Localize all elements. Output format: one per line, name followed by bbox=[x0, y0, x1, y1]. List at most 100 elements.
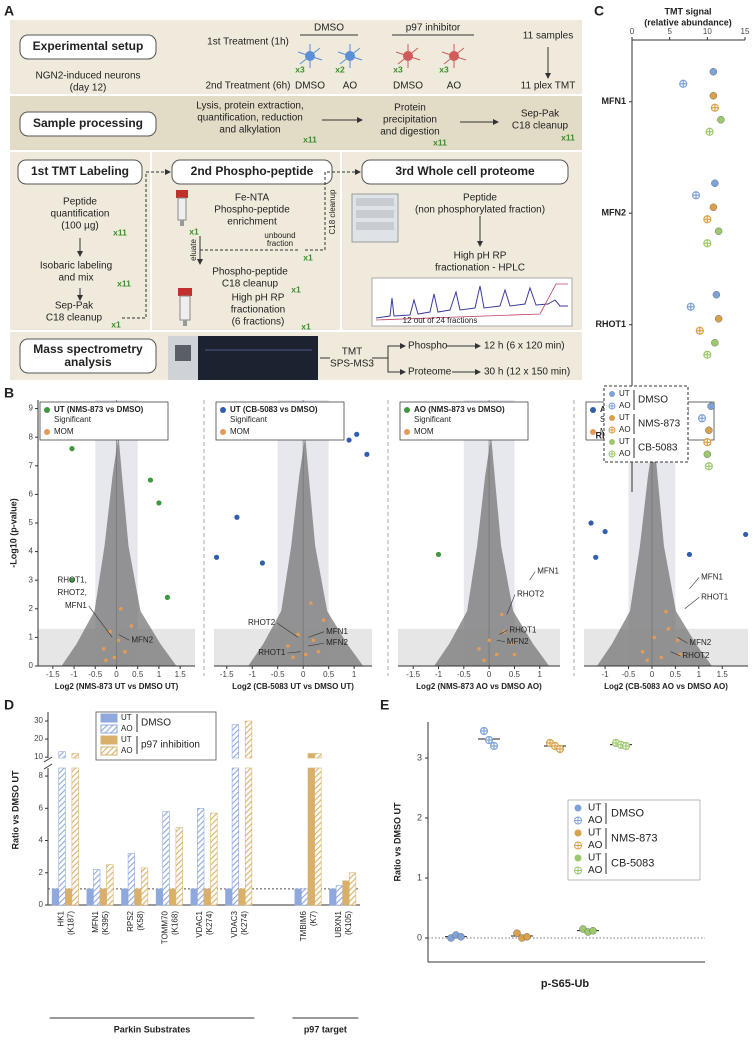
label: MFN1 bbox=[537, 567, 559, 576]
legend-box bbox=[215, 401, 345, 441]
label: 15 bbox=[741, 27, 750, 36]
label: DMSO bbox=[638, 395, 668, 406]
label: AO bbox=[619, 449, 631, 458]
bar bbox=[342, 880, 350, 906]
bar bbox=[203, 888, 211, 906]
label: -1.5 bbox=[46, 670, 60, 679]
leader-line bbox=[118, 634, 130, 641]
label: Ratio vs DMSO UT bbox=[10, 770, 20, 850]
label: 0 bbox=[114, 670, 119, 679]
bar bbox=[314, 767, 322, 906]
label: 1st Treatment (1h) bbox=[207, 37, 289, 48]
point-cloud bbox=[248, 436, 364, 666]
bar bbox=[155, 888, 164, 906]
label: A bbox=[4, 3, 14, 19]
data-point bbox=[512, 652, 517, 657]
label: x11 bbox=[433, 137, 447, 147]
label: Peptide bbox=[63, 197, 97, 208]
neuron-icon bbox=[345, 51, 355, 61]
bar bbox=[197, 807, 205, 906]
data-point bbox=[589, 927, 597, 935]
axis-break bbox=[43, 756, 53, 770]
label: -1 bbox=[435, 670, 443, 679]
bar bbox=[329, 888, 337, 906]
label: -0.5 bbox=[271, 670, 285, 679]
label: x11 bbox=[113, 227, 127, 237]
legend-marker bbox=[590, 429, 596, 435]
label: (100 µg) bbox=[61, 221, 98, 232]
legend-marker bbox=[574, 841, 583, 850]
label: 10 bbox=[703, 27, 712, 36]
bar bbox=[51, 888, 60, 906]
label: UT bbox=[121, 713, 132, 722]
label: VDAC1 bbox=[195, 910, 204, 937]
label: (K395) bbox=[101, 911, 110, 935]
leader-line bbox=[308, 631, 325, 638]
label: RHOT1, bbox=[57, 575, 86, 584]
tube-icon bbox=[176, 190, 188, 226]
legend-marker bbox=[44, 407, 50, 413]
label: 20 bbox=[34, 734, 43, 743]
header-box bbox=[17, 159, 143, 185]
label: 3 bbox=[29, 575, 34, 584]
label: 0 bbox=[301, 670, 306, 679]
label: MFN1 bbox=[602, 96, 627, 106]
label: VDAC3 bbox=[230, 910, 239, 937]
label: analysis bbox=[64, 355, 112, 369]
data-point bbox=[104, 658, 108, 663]
label: 5 bbox=[29, 518, 34, 527]
label: 0 bbox=[630, 27, 635, 36]
legend-box bbox=[39, 401, 169, 441]
label: MFN1 bbox=[91, 910, 100, 932]
data-point bbox=[703, 350, 712, 359]
data-point bbox=[588, 520, 594, 526]
label: 6 bbox=[29, 489, 34, 498]
label: p-S65-Ub bbox=[541, 978, 590, 990]
point-cloud bbox=[61, 436, 177, 666]
label: 1 bbox=[29, 633, 34, 642]
data-point bbox=[686, 551, 693, 558]
data-point bbox=[602, 528, 608, 535]
data-point bbox=[316, 649, 321, 654]
label: 5 bbox=[667, 27, 672, 36]
dashed-arrow bbox=[305, 169, 361, 251]
label: Log2 (NMS-873 UT vs DMSO UT) bbox=[55, 682, 179, 691]
label: 11 samples bbox=[523, 31, 573, 42]
header-box bbox=[19, 338, 157, 374]
label: CB-5083 bbox=[611, 857, 654, 869]
header-box bbox=[19, 34, 157, 60]
label: Mass spectrometry bbox=[33, 342, 143, 356]
data-point bbox=[147, 477, 154, 483]
data-point bbox=[116, 638, 121, 643]
label: 4 bbox=[39, 836, 44, 845]
data-point bbox=[707, 402, 715, 410]
data-point bbox=[69, 446, 75, 452]
label: MFN2 bbox=[326, 638, 348, 647]
bar bbox=[225, 888, 233, 906]
label: 7 bbox=[29, 461, 34, 470]
label: 3 bbox=[417, 752, 422, 762]
bar bbox=[86, 888, 94, 906]
bar bbox=[134, 888, 142, 906]
data-point bbox=[743, 531, 749, 538]
leader-line bbox=[529, 571, 536, 581]
legend-box bbox=[399, 401, 529, 441]
legend-marker bbox=[609, 439, 615, 445]
label: 1 bbox=[352, 670, 357, 679]
label: (K58) bbox=[136, 911, 145, 931]
data-point bbox=[309, 601, 313, 605]
data-point bbox=[704, 462, 713, 471]
label: MOM bbox=[414, 427, 434, 436]
label: SPS-MS3 bbox=[330, 359, 374, 370]
label: Sep-Pak bbox=[521, 109, 560, 120]
tube-icon bbox=[178, 288, 192, 326]
label: 6 bbox=[39, 803, 44, 812]
leader-line bbox=[287, 651, 301, 654]
label: 0 bbox=[39, 900, 44, 909]
point-cloud bbox=[596, 436, 712, 666]
data-point bbox=[482, 658, 486, 663]
data-point bbox=[709, 92, 718, 100]
bar bbox=[231, 767, 239, 906]
data-point bbox=[303, 652, 308, 657]
data-point bbox=[69, 577, 75, 583]
